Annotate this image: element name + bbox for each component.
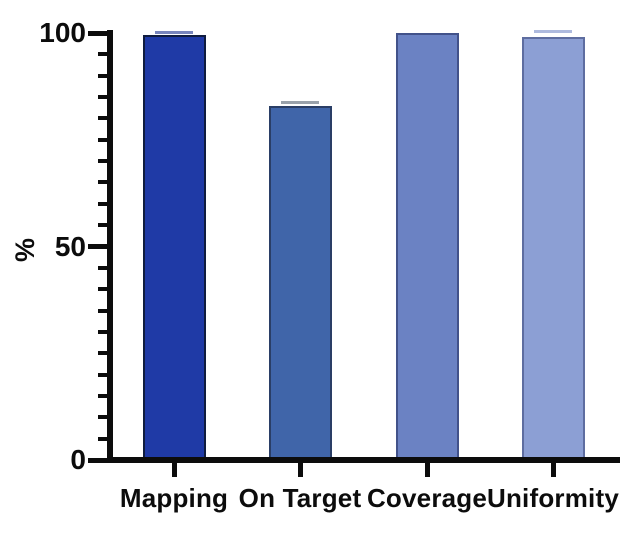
y-major-tick-0 [88,457,107,463]
y-minor-tick [98,308,107,313]
x-category-label-coverage: Coverage [366,483,488,513]
y-axis-line [107,30,113,463]
y-tick-label-50: 50 [54,230,86,262]
x-category-label-uniformity: Uniformity [487,483,619,513]
y-tick-label-0: 0 [70,444,86,475]
y-minor-tick [98,372,107,377]
y-minor-tick [98,351,107,356]
x-axis-line [107,457,620,463]
x-category-label-on-target: On Target [238,483,362,513]
y-tick-label-100: 100 [39,17,86,48]
y-minor-tick [98,436,107,441]
error-bar-cap-on-target [281,100,319,104]
y-minor-tick [98,137,107,142]
y-minor-tick [98,265,107,270]
y-minor-tick [98,159,107,164]
x-tick-coverage [424,463,430,477]
x-tick-uniformity [550,463,556,477]
y-minor-tick [98,52,107,57]
y-minor-tick [98,201,107,206]
y-minor-tick [98,73,107,78]
y-minor-tick [98,329,107,334]
y-major-tick-50 [88,244,107,249]
error-bar-cap-uniformity [534,30,572,34]
bar-on-target [268,105,332,460]
y-minor-tick [98,287,107,292]
x-tick-mapping [171,463,177,477]
y-minor-tick [98,116,107,121]
error-bar-cap-mapping [155,31,193,35]
y-minor-tick [98,393,107,398]
y-major-tick-100 [88,30,107,36]
x-tick-on-target [297,463,303,477]
x-category-label-mapping: Mapping [119,483,229,513]
bar-uniformity [521,37,585,460]
bar-coverage [395,33,459,460]
y-minor-tick [98,415,107,420]
y-minor-tick [98,180,107,185]
y-minor-tick [98,95,107,100]
bar-mapping [142,35,206,460]
y-minor-tick [98,223,107,228]
